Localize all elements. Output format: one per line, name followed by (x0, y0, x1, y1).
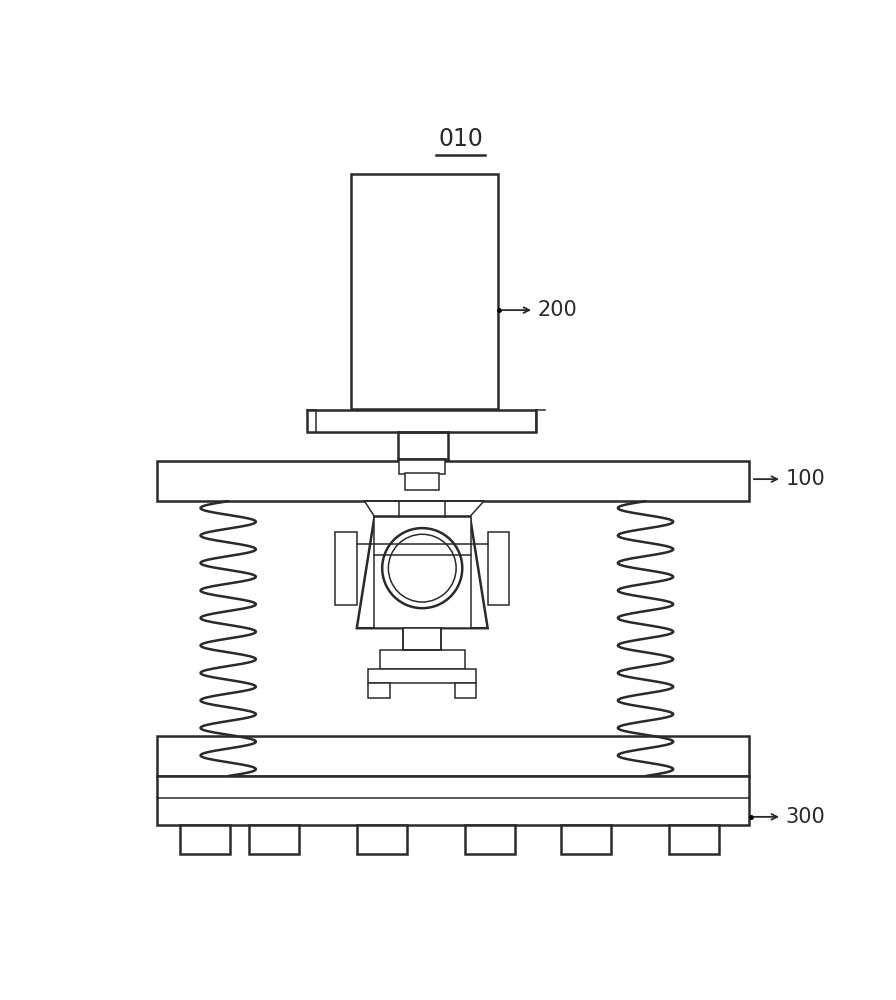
Bar (306, 410, 536, 432)
Bar (368, 669, 476, 683)
Bar (668, 825, 719, 854)
Bar (465, 825, 514, 854)
Bar (374, 517, 470, 628)
Text: 200: 200 (538, 300, 578, 320)
Bar (399, 459, 445, 474)
Bar (249, 825, 299, 854)
Bar (487, 532, 509, 605)
Bar (403, 628, 442, 650)
Polygon shape (365, 501, 484, 517)
Polygon shape (357, 517, 487, 628)
Bar (157, 461, 749, 501)
Bar (368, 683, 390, 698)
Bar (454, 683, 476, 698)
Text: 300: 300 (786, 807, 825, 827)
Bar (157, 736, 749, 776)
Bar (180, 825, 229, 854)
Text: 010: 010 (438, 127, 483, 151)
Bar (561, 825, 611, 854)
Bar (380, 650, 465, 669)
Bar (405, 473, 439, 490)
Bar (157, 776, 749, 825)
Bar (351, 174, 497, 409)
Text: 100: 100 (786, 469, 825, 489)
Bar (357, 825, 407, 854)
Bar (335, 532, 357, 605)
